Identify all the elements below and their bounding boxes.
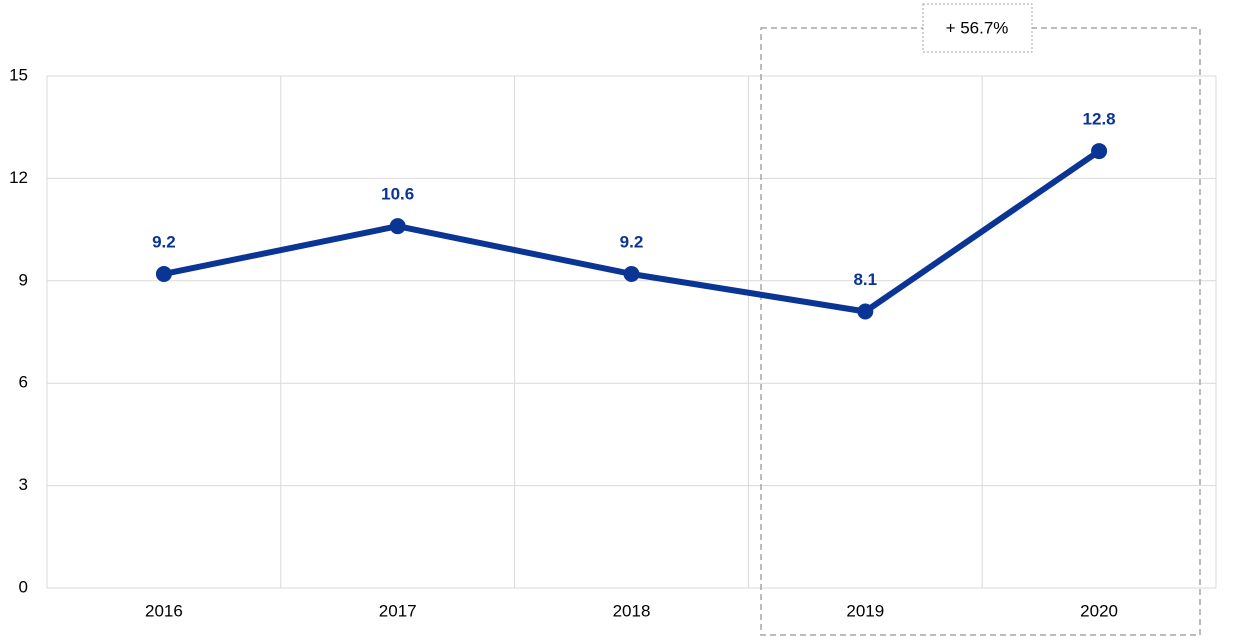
- annotation-box: [922, 3, 1033, 53]
- y-tick-label: 9: [19, 270, 28, 289]
- highlight-box: [760, 27, 1201, 636]
- y-tick-label: 0: [19, 577, 28, 596]
- point: [155, 265, 172, 282]
- x-tick-label: 2017: [379, 601, 417, 620]
- x-tick-label: 2016: [145, 601, 183, 620]
- point: [857, 303, 874, 320]
- data-label: 8.1: [853, 270, 877, 289]
- point: [389, 218, 406, 235]
- y-tick-label: 3: [19, 475, 28, 494]
- data-label: 9.2: [620, 232, 644, 251]
- y-tick-label: 15: [9, 65, 28, 84]
- data-label: 9.2: [152, 232, 176, 251]
- data-label: 10.6: [381, 185, 414, 204]
- point: [1091, 143, 1108, 160]
- point: [623, 265, 640, 282]
- x-tick-label: 2020: [1080, 601, 1118, 620]
- y-tick-label: 6: [19, 373, 28, 392]
- annotation: + 56.7%: [946, 18, 1009, 37]
- data-label: 12.8: [1083, 110, 1116, 129]
- x-tick-label: 2019: [846, 601, 884, 620]
- line: [163, 148, 1101, 315]
- x-tick-label: 2018: [613, 601, 651, 620]
- y-tick-label: 12: [9, 168, 28, 187]
